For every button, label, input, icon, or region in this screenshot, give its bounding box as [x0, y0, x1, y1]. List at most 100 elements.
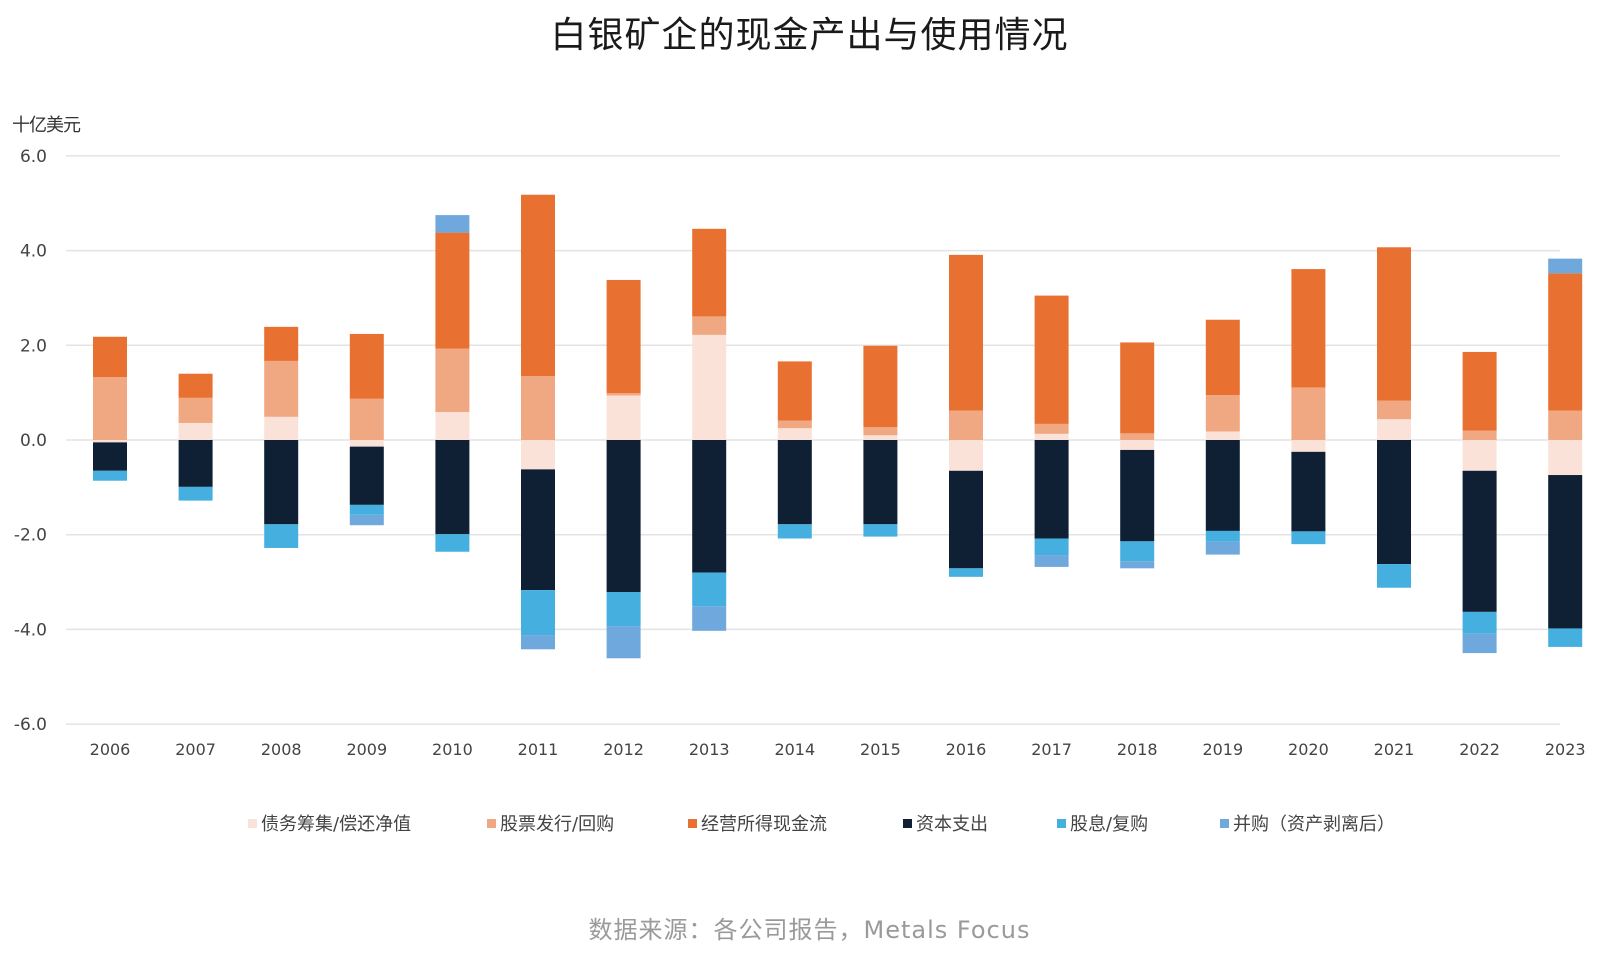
bar-segment: [863, 435, 898, 440]
bar-segment: [178, 397, 213, 423]
bar-segment: [863, 427, 898, 436]
bar-segment: [777, 420, 812, 429]
bar-segment: [1462, 440, 1497, 471]
bar-group-2021: [1377, 247, 1411, 588]
bar-segment: [93, 442, 127, 471]
bar-segment: [178, 373, 213, 398]
bar-group-2013: [692, 228, 727, 631]
bar-group-2008: [264, 326, 299, 548]
x-tick-label: 2018: [1117, 740, 1158, 759]
x-tick-label: 2020: [1288, 740, 1329, 759]
bar-segment: [1548, 258, 1583, 274]
bar-segment: [949, 568, 983, 577]
x-tick-label: 2010: [432, 740, 473, 759]
legend-item: 债务筹集/偿还净值: [248, 810, 411, 836]
legend-swatch: [688, 818, 697, 828]
bar-segment: [863, 524, 898, 537]
x-tick-label: 2007: [175, 740, 216, 759]
bar-segment: [1034, 295, 1069, 424]
legend-item: 资本支出: [903, 810, 988, 836]
bar-segment: [949, 440, 983, 471]
bar-segment: [1120, 561, 1155, 569]
bar-segment: [606, 393, 641, 396]
bar-segment: [1548, 410, 1583, 440]
x-axis-ticks: 2006 2007 2008 2009 2010 2011 2012 2013 2014 2015…: [90, 740, 1586, 759]
bar-segment: [949, 410, 983, 440]
bar-segment: [435, 232, 470, 349]
bar-segment: [1291, 451, 1326, 532]
y-tick-label: -4.0: [14, 620, 47, 640]
bar-segment: [692, 572, 727, 607]
x-tick-label: 2012: [603, 740, 644, 759]
bar-segment: [1205, 319, 1240, 396]
bar-segment: [349, 398, 384, 440]
legend-swatch: [1057, 818, 1066, 828]
x-tick-label: 2015: [860, 740, 901, 759]
bar-segment: [435, 440, 470, 535]
bar-segment: [264, 416, 299, 440]
bar-segment: [349, 514, 384, 526]
source-note: 数据来源：各公司报告，Metals Focus: [588, 916, 1031, 944]
x-tick-label: 2017: [1031, 740, 1072, 759]
bar-segment: [606, 626, 641, 659]
bar-segment: [1377, 440, 1411, 565]
x-tick-label: 2009: [346, 740, 387, 759]
y-tick-label: 0.0: [20, 431, 47, 451]
bar-segment: [1462, 633, 1497, 654]
bar-segment: [1120, 541, 1155, 562]
legend-swatch: [487, 818, 496, 828]
bar-segment: [606, 395, 641, 440]
bar-segment: [435, 534, 470, 552]
bar-segment: [777, 440, 812, 525]
bar-segment: [93, 336, 127, 378]
bar-segment: [606, 279, 641, 394]
legend-item: 经营所得现金流: [688, 810, 827, 836]
legend-swatch: [903, 818, 912, 828]
bar-group-2011: [521, 194, 555, 650]
bar-segment: [521, 440, 555, 470]
bar-group-2016: [949, 254, 983, 577]
bar-segment: [1291, 440, 1326, 452]
stacked-bar-chart: 6.04.02.00.0-2.0-4.0-6.0 2006 2007 2008 200…: [14, 147, 1586, 759]
bar-segment: [1034, 433, 1069, 440]
legend-swatch: [1220, 818, 1229, 828]
y-tick-label: 2.0: [20, 336, 47, 356]
bar-segment: [777, 428, 812, 440]
y-tick-label: -6.0: [14, 715, 47, 735]
legend-swatch: [248, 818, 257, 828]
y-axis-unit-label: 十亿美元: [12, 115, 81, 136]
bar-segment: [1034, 423, 1069, 434]
bar-group-2017: [1034, 295, 1069, 567]
bar-group-2019: [1205, 319, 1240, 555]
bar-segment: [863, 345, 898, 428]
bar-segment: [435, 348, 470, 413]
bar-segment: [1291, 531, 1326, 545]
bar-segment: [349, 504, 384, 515]
legend-label: 债务筹集/偿还净值: [261, 814, 412, 835]
bar-segment: [606, 591, 641, 627]
bar-segment: [93, 440, 127, 443]
bar-segment: [692, 334, 727, 440]
bar-group-2007: [178, 373, 213, 501]
bar-segment: [264, 440, 299, 525]
bar-segment: [1548, 475, 1583, 629]
x-tick-label: 2023: [1545, 740, 1586, 759]
y-axis-ticks: 6.0 4.0 2.0 0.0 -2.0 -4.0 -6.0: [14, 147, 47, 735]
bar-segment: [1291, 269, 1326, 388]
x-tick-label: 2008: [261, 740, 302, 759]
bar-segment: [264, 524, 299, 548]
bar-segment: [93, 470, 127, 481]
bar-segment: [1120, 433, 1155, 440]
bar-segment: [1462, 611, 1497, 634]
bar-segment: [863, 440, 898, 525]
y-tick-label: 4.0: [20, 242, 47, 262]
x-tick-label: 2013: [689, 740, 730, 759]
chart-title: 白银矿企的现金产出与使用情况: [550, 15, 1069, 56]
bars: [93, 194, 1583, 659]
x-tick-label: 2019: [1202, 740, 1243, 759]
bar-segment: [1548, 628, 1583, 647]
bar-segment: [692, 316, 727, 335]
bar-segment: [1291, 387, 1326, 440]
bar-group-2023: [1548, 258, 1583, 647]
bar-segment: [949, 470, 983, 569]
